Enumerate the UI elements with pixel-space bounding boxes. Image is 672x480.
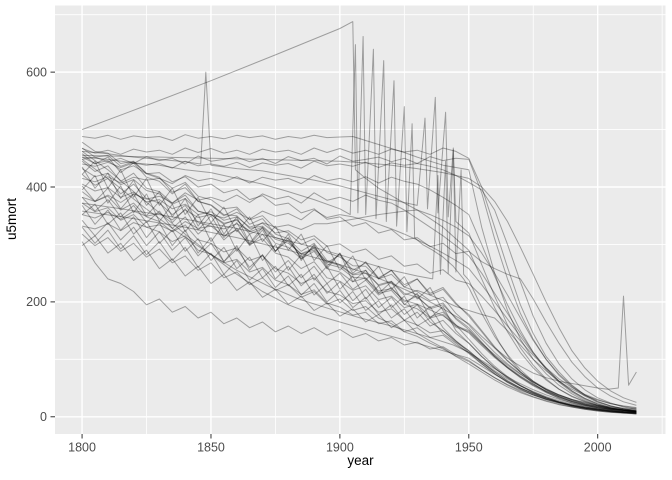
series-line-s27	[81, 226, 637, 415]
series-line-s38	[81, 158, 637, 413]
y-tick-label: 200	[26, 295, 47, 309]
series-line-s09	[81, 141, 637, 412]
x-tick-label: 2000	[584, 441, 612, 455]
y-tick-label: 600	[26, 65, 47, 79]
x-tick-label: 1850	[197, 441, 225, 455]
y-tick-label: 400	[26, 180, 47, 194]
panel-background	[55, 5, 666, 434]
series-line-s12	[81, 156, 637, 406]
series-line-s29	[81, 241, 637, 415]
x-tick-label: 1900	[326, 441, 354, 455]
series-line-s33	[82, 71, 637, 413]
series-line-s14	[81, 168, 637, 412]
series-line-s15	[81, 174, 637, 413]
series-line-s36	[82, 154, 637, 403]
series-group	[81, 21, 637, 415]
series-line-s30	[81, 235, 637, 414]
series-line-s11	[81, 153, 637, 409]
series-line-s05	[81, 175, 637, 413]
series-line-s37	[81, 150, 637, 413]
x-axis-title: year	[347, 453, 374, 468]
series-line-s19	[81, 166, 637, 415]
series-line-s20	[81, 160, 637, 414]
x-tick-label: 1950	[455, 441, 483, 455]
series-line-s34	[82, 149, 637, 414]
series-line-s17	[81, 191, 637, 414]
series-line-s18	[81, 202, 637, 414]
series-line-s22	[81, 175, 637, 414]
series-line-s31	[81, 21, 637, 412]
y-axis-title: u5mort	[4, 198, 19, 241]
series-line-s06	[81, 192, 637, 413]
series-line-s08	[81, 209, 637, 412]
series-line-s35	[82, 210, 637, 390]
x-tick-label: 1800	[68, 441, 96, 455]
series-line-s07	[81, 209, 637, 413]
series-line-s04	[82, 160, 637, 410]
series-line-s32	[82, 36, 637, 414]
series-line-s02	[81, 147, 637, 411]
series-line-s10	[81, 147, 637, 410]
y-axis-title-wrap: u5mort	[4, 5, 19, 434]
series-line-s26	[81, 219, 637, 412]
series-line-s23	[81, 196, 637, 411]
series-line-s21	[81, 185, 637, 413]
y-tick-label: 0	[40, 410, 47, 424]
series-line-s01	[82, 134, 637, 413]
series-line-s25	[81, 203, 637, 414]
series-line-s13	[81, 160, 637, 413]
series-line-s03	[82, 155, 637, 412]
series-line-s16	[81, 183, 637, 409]
series-line-s24	[81, 205, 637, 414]
series-line-s28	[81, 233, 637, 413]
